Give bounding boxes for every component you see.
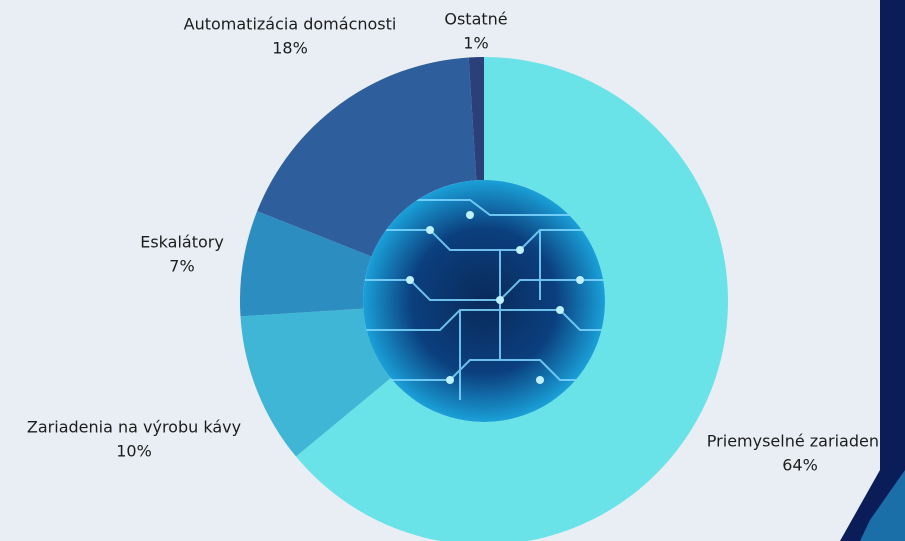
slice-label: Zariadenia na výrobu kávy [27, 418, 241, 437]
slice-label: Automatizácia domácnosti [184, 15, 397, 34]
slice-value-label: 10% [116, 442, 152, 461]
side-panel-accent [860, 470, 905, 541]
wedges [240, 57, 728, 541]
center-image [363, 180, 605, 422]
wedge [468, 57, 484, 181]
slice-label: Eskalátory [140, 233, 224, 252]
slice-value-label: 7% [169, 257, 194, 276]
slice-label: Priemyselné zariadenia [707, 432, 893, 451]
wedge [240, 308, 391, 457]
side-panel [840, 0, 905, 541]
slice-value-label: 1% [463, 34, 488, 53]
wedge [295, 57, 728, 541]
wedge [240, 211, 372, 317]
slice-label: Ostatné [444, 10, 507, 29]
slice-value-label: 64% [782, 456, 818, 475]
labels: Priemyselné zariadenia 64% Zariadenia na v… [27, 10, 893, 475]
wedge [257, 57, 477, 257]
slice-value-label: 18% [272, 39, 308, 58]
